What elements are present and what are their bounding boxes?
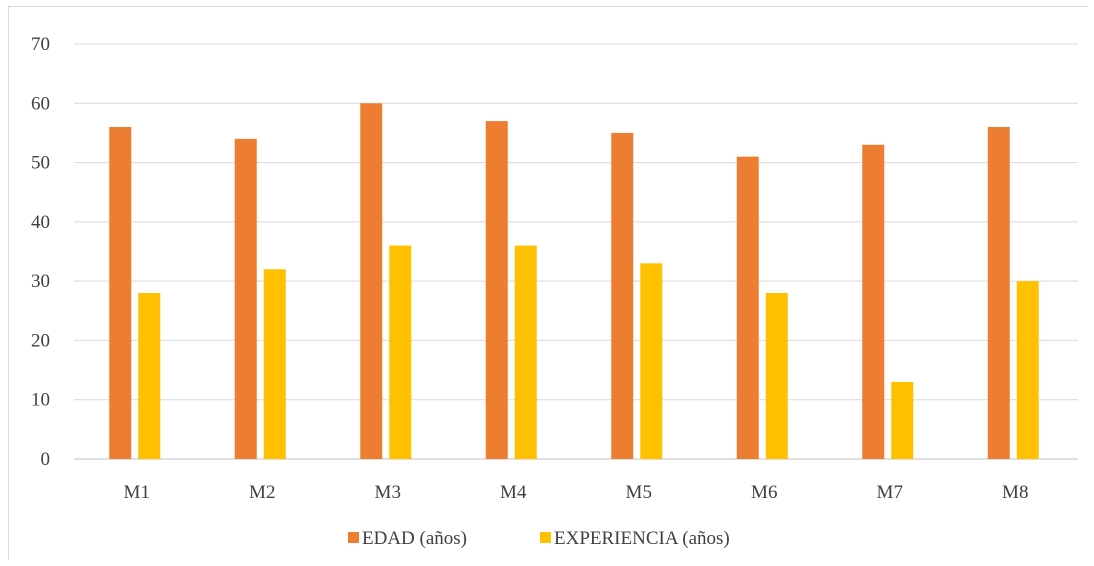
x-tick-label: M1 — [124, 482, 150, 503]
y-tick-label: 30 — [31, 271, 50, 292]
x-tick-label: M4 — [500, 482, 527, 503]
x-tick-label: M7 — [877, 482, 903, 503]
x-tick-label: M5 — [626, 482, 652, 503]
x-axis: M1 M2 M3 M4 M5 M6 M7 M8 — [124, 482, 1029, 503]
x-tick-label: M2 — [249, 482, 275, 503]
y-axis: 0 10 20 30 40 50 60 70 — [31, 34, 50, 470]
bar-edad-m2 — [234, 138, 257, 459]
x-tick-label: M8 — [1002, 482, 1028, 503]
bar-edad-m7 — [862, 144, 885, 460]
y-tick-label: 70 — [31, 34, 50, 55]
bar-edad-m6 — [736, 156, 759, 459]
y-tick-label: 10 — [31, 390, 50, 411]
legend-swatch — [348, 532, 359, 543]
y-tick-label: 50 — [31, 153, 50, 174]
legend-label: EXPERIENCIA (años) — [554, 528, 730, 549]
x-tick-label: M6 — [751, 482, 777, 503]
bar-experiencia-m8 — [1016, 281, 1039, 459]
legend: EDAD (años) EXPERIENCIA (años) — [348, 528, 730, 549]
y-tick-label: 60 — [31, 93, 50, 114]
bar-edad-m1 — [109, 127, 132, 459]
bar-experiencia-m1 — [138, 293, 161, 459]
legend-label: EDAD (años) — [362, 528, 467, 549]
bars — [109, 103, 1039, 460]
chart-frame — [8, 6, 1088, 560]
legend-swatch — [540, 532, 551, 543]
bar-experiencia-m3 — [389, 245, 412, 459]
y-tick-label: 0 — [41, 449, 51, 470]
bar-edad-m5 — [611, 132, 634, 459]
y-tick-label: 20 — [31, 330, 50, 351]
bar-edad-m3 — [360, 103, 383, 460]
bar-experiencia-m4 — [514, 245, 537, 459]
bar-experiencia-m2 — [263, 269, 286, 459]
y-tick-label: 40 — [31, 212, 50, 233]
gridlines — [74, 43, 1078, 460]
bar-edad-m4 — [485, 121, 508, 460]
bar-experiencia-m5 — [640, 263, 663, 459]
bar-edad-m8 — [987, 127, 1010, 459]
bar-experiencia-m6 — [765, 293, 788, 459]
x-tick-label: M3 — [375, 482, 401, 503]
bar-experiencia-m7 — [891, 381, 914, 459]
